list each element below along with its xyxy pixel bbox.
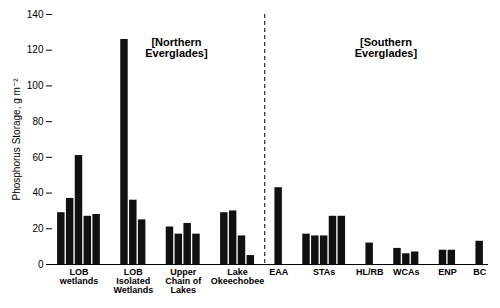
svg-text:20: 20 xyxy=(32,223,44,234)
svg-text:EAA: EAA xyxy=(269,267,289,277)
svg-text:BC: BC xyxy=(473,267,486,277)
svg-text:100: 100 xyxy=(27,80,44,91)
svg-text:WCAs: WCAs xyxy=(393,267,420,277)
svg-text:80: 80 xyxy=(32,116,44,127)
svg-text:140: 140 xyxy=(27,9,44,20)
svg-text:0: 0 xyxy=(38,259,44,270)
svg-text:HL/RB: HL/RB xyxy=(356,267,384,277)
svg-text:LOBwetlands: LOBwetlands xyxy=(59,267,99,286)
svg-text:[SouthernEverglades]: [SouthernEverglades] xyxy=(355,36,418,59)
svg-text:Phosphorus Storage, g m⁻²: Phosphorus Storage, g m⁻² xyxy=(11,78,22,201)
svg-text:40: 40 xyxy=(32,187,44,198)
svg-text:[NorthernEverglades]: [NorthernEverglades] xyxy=(145,36,208,59)
svg-text:STAs: STAs xyxy=(313,267,335,277)
svg-text:ENP: ENP xyxy=(438,267,457,277)
svg-text:UpperChain ofLakes: UpperChain ofLakes xyxy=(165,267,202,295)
svg-text:LOBIsolatedWetlands: LOBIsolatedWetlands xyxy=(113,267,153,295)
svg-text:120: 120 xyxy=(27,44,44,55)
svg-text:60: 60 xyxy=(32,152,44,163)
svg-text:LakeOkeechobee: LakeOkeechobee xyxy=(211,267,265,286)
